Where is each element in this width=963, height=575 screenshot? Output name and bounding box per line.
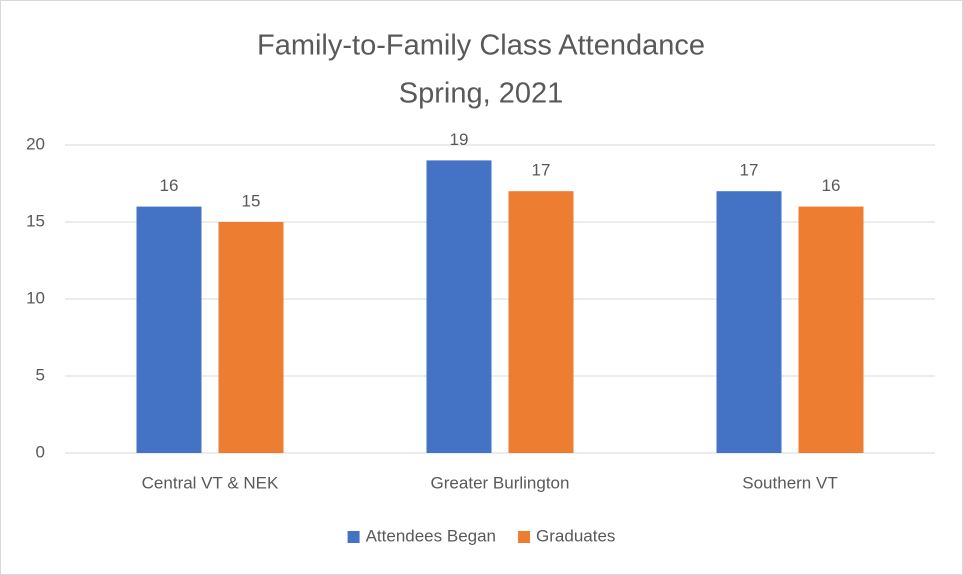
x-tick-label: Southern VT [742,473,837,492]
data-label: 16 [160,176,179,195]
bar [716,191,782,453]
data-label: 17 [740,161,759,180]
chart-subtitle: Spring, 2021 [399,78,563,110]
bar [136,206,202,453]
legend-label: Graduates [536,526,615,545]
chart-title: Family-to-Family Class Attendance [257,30,705,62]
y-tick-label: 15 [26,211,45,230]
y-tick-label: 10 [26,288,45,307]
data-label: 16 [822,176,841,195]
bar [508,191,574,453]
y-tick-label: 5 [36,365,45,384]
data-label: 17 [532,161,551,180]
legend-swatch [518,531,531,543]
data-label: 19 [450,130,469,149]
legend: Attendees Began Graduates [347,526,615,545]
y-tick-label: 0 [36,442,45,461]
x-tick-label: Central VT & NEK [142,473,279,492]
x-tick-label: Greater Burlington [431,473,570,492]
legend-label: Attendees Began [366,526,496,545]
y-tick-label: 20 [26,134,45,153]
bar [798,206,864,453]
bar [218,222,284,453]
legend-swatch [347,531,360,543]
bar [426,160,492,453]
data-label: 15 [242,191,261,210]
